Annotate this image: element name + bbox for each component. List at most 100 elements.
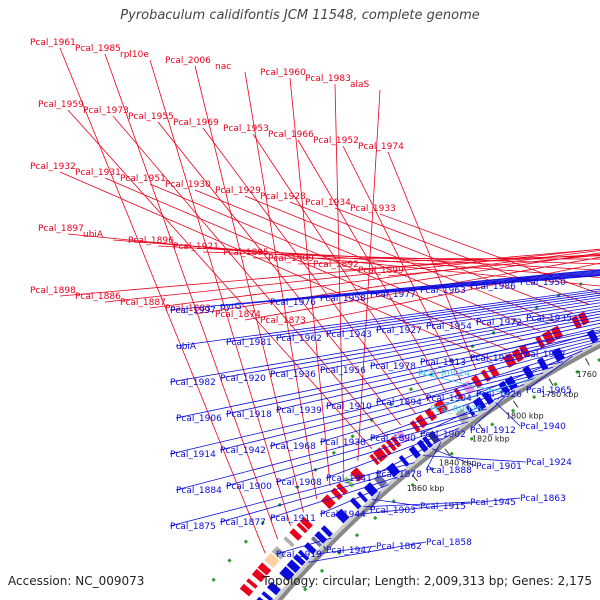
reverse-gene-block bbox=[267, 581, 281, 596]
reverse-label-line bbox=[325, 338, 600, 407]
forward-label-line bbox=[59, 171, 493, 361]
reverse-label-line bbox=[469, 396, 506, 431]
reverse-gene-block bbox=[455, 408, 470, 424]
reverse-gene-label: Pcal_1904 bbox=[426, 394, 472, 404]
reverse-gene-label: Pcal_1901 bbox=[476, 462, 522, 472]
forward-gene-label: Pcal_1874 bbox=[215, 310, 261, 320]
reverse-gene-label: Pcal_1903 bbox=[370, 506, 416, 516]
reverse-gene-label: Pcal_1954 bbox=[426, 322, 472, 332]
forward-gene-block bbox=[381, 443, 392, 456]
map-title: Pyrobaculum calidifontis JCM 11548, comp… bbox=[120, 8, 480, 23]
reverse-gene-label: Pcal_1927 bbox=[376, 326, 422, 336]
reverse-gene-block bbox=[357, 491, 368, 503]
rna-gene-label: Pcal_R0025 bbox=[430, 405, 482, 415]
reverse-gene-label: Pcal_1956 bbox=[320, 366, 366, 376]
reverse-label-line bbox=[325, 294, 600, 335]
forward-gene-label: Pcal_1895 bbox=[223, 248, 269, 258]
kbp-tick-label: 1760 kbp bbox=[577, 370, 600, 379]
forward-gene-label: Pcal_1953 bbox=[223, 124, 269, 134]
kbp-tick-mark bbox=[585, 358, 590, 366]
kbp-tick-mark bbox=[444, 448, 451, 456]
forward-gene-label: Pcal_1969 bbox=[173, 118, 219, 128]
forward-gene-block bbox=[251, 568, 266, 583]
forward-label-line bbox=[104, 53, 279, 540]
genome-backbone bbox=[277, 343, 600, 600]
forward-gene-label: Pcal_1983 bbox=[305, 74, 351, 84]
kbp-tick-label: 1820 kbp bbox=[472, 434, 510, 443]
reverse-label-line bbox=[308, 541, 427, 563]
forward-label-line bbox=[202, 127, 416, 414]
reverse-label-line bbox=[219, 366, 554, 451]
reverse-gene-label: Pcal_1965 bbox=[526, 386, 572, 396]
reverse-label-line bbox=[423, 455, 527, 463]
rna-label-line bbox=[429, 376, 537, 410]
forward-gene-label: nac bbox=[215, 62, 231, 72]
reverse-gene-label: Pcal_1900 bbox=[226, 482, 272, 492]
reverse-gene-label: ubiA bbox=[176, 342, 197, 352]
kbp-tick-mark bbox=[548, 378, 554, 386]
reverse-gene-block bbox=[504, 375, 518, 391]
forward-gene-block bbox=[350, 467, 365, 482]
forward-gene-label: Pcal_1952 bbox=[313, 136, 359, 146]
reverse-gene-block bbox=[537, 357, 549, 371]
forward-label-line bbox=[59, 248, 600, 297]
reverse-gene-label: Pcal_1912 bbox=[470, 426, 516, 436]
reverse-label-line bbox=[375, 434, 451, 475]
reverse-label-line bbox=[275, 537, 332, 555]
reverse-gene-label: Pcal_1976 bbox=[270, 298, 316, 308]
reverse-gene-label: Pcal_1939 bbox=[276, 406, 322, 416]
reverse-gene-block bbox=[286, 559, 301, 574]
forward-gene-block bbox=[373, 447, 388, 463]
reverse-gene-label: Pcal_1913 bbox=[420, 358, 466, 368]
forward-gene-label: Pcal_1897 bbox=[38, 224, 84, 234]
reverse-gene-block bbox=[320, 525, 333, 538]
reverse-label-line bbox=[369, 491, 381, 511]
forward-gene-label: rpl10e bbox=[120, 50, 149, 60]
forward-gene-label: Pcal_1873 bbox=[260, 316, 306, 326]
reverse-label-line bbox=[425, 345, 593, 399]
reverse-gene-block bbox=[349, 497, 362, 510]
forward-gene-label: Pcal_1951 bbox=[120, 174, 166, 184]
forward-gene-label: Pcal_1930 bbox=[165, 180, 211, 190]
reverse-label-line bbox=[519, 330, 600, 355]
reverse-gene-label: Pcal_1944 bbox=[320, 510, 366, 520]
reverse-label-line bbox=[225, 415, 478, 487]
forward-gene-label: Pcal_1896 bbox=[128, 236, 174, 246]
forward-gene-label: Pcal_1892 bbox=[313, 260, 359, 270]
forward-label-line bbox=[59, 47, 266, 554]
reverse-label-line bbox=[369, 272, 600, 295]
forward-gene-block bbox=[519, 344, 531, 359]
forward-gene-label: Pcal_1931 bbox=[75, 168, 121, 178]
forward-label-line bbox=[112, 115, 387, 437]
kbp-tick-label: 1800 kbp bbox=[506, 411, 544, 420]
forward-gene-label: Pcal_1887 bbox=[120, 298, 166, 308]
forward-gene-label: Pcal_1909 bbox=[268, 254, 314, 264]
reverse-label-line bbox=[315, 545, 377, 555]
forward-gene-label: Pcal_1886 bbox=[75, 292, 121, 302]
reverse-gene-block bbox=[386, 462, 401, 478]
reverse-gene-label: Pcal_1888 bbox=[426, 466, 472, 476]
forward-gene-label: Pcal_1960 bbox=[260, 68, 306, 78]
forward-gene-label: Pcal_1932 bbox=[30, 162, 76, 172]
forward-gene-label: Pcal_1974 bbox=[358, 142, 404, 152]
kbp-tick-mark bbox=[478, 423, 484, 431]
reverse-label-line bbox=[175, 288, 600, 347]
reverse-label-line bbox=[425, 299, 600, 327]
reverse-gene-label: Pcal_1958 bbox=[320, 294, 366, 304]
reverse-label-line bbox=[363, 501, 471, 508]
forward-label-line bbox=[194, 65, 304, 513]
reverse-gene-label: Pcal_1890 bbox=[370, 434, 416, 444]
reverse-gene-label: Pcal_1977 bbox=[370, 290, 416, 300]
reverse-label-line bbox=[375, 297, 600, 331]
label-line-layer bbox=[59, 47, 600, 563]
reverse-label-line bbox=[269, 372, 544, 447]
reverse-gene-label: Pcal_1942 bbox=[220, 446, 266, 456]
reverse-gene-label: Pcal_1877 bbox=[220, 518, 266, 528]
forward-gene-block bbox=[264, 552, 280, 568]
reverse-gene-label: Pcal_1858 bbox=[426, 538, 472, 548]
forward-label-line bbox=[149, 249, 600, 309]
reverse-gene-label: Pcal_1911 bbox=[270, 514, 316, 524]
